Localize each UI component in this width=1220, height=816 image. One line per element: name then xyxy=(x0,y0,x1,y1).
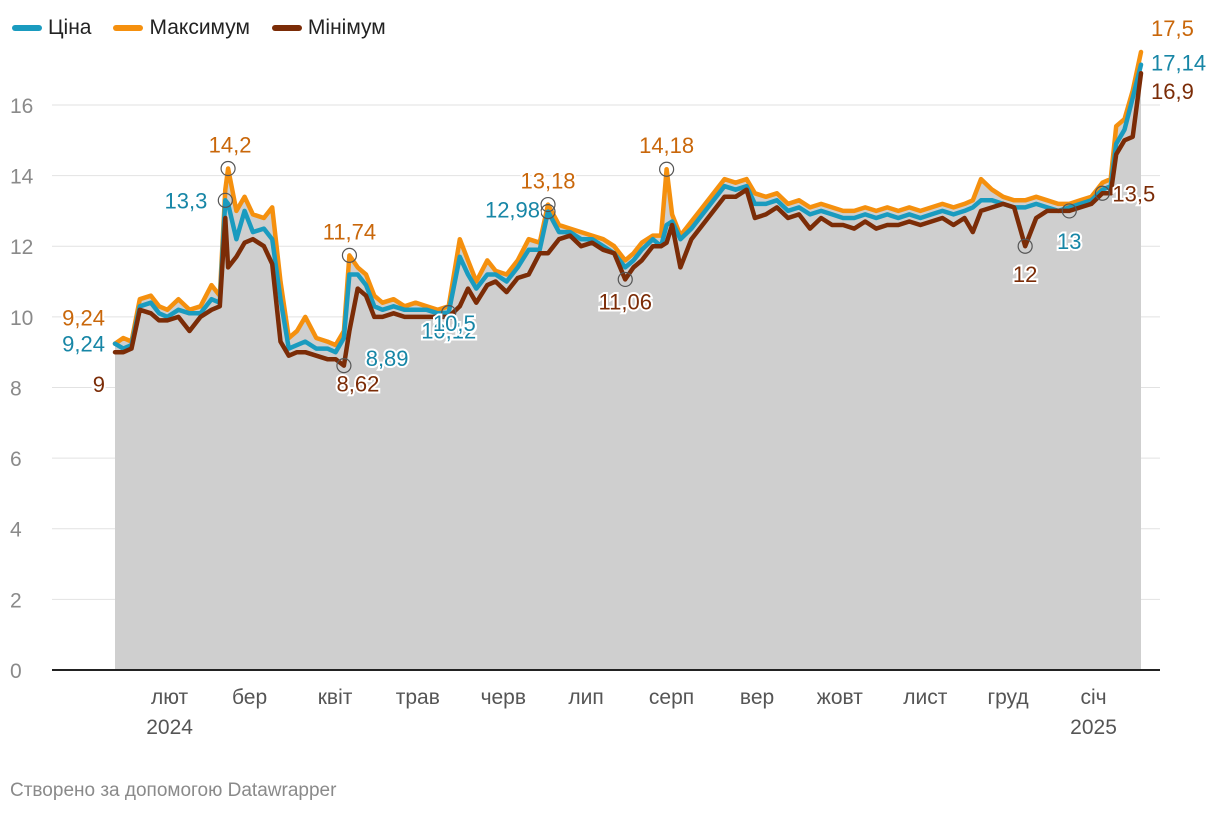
annotation-marker xyxy=(540,196,556,213)
legend-swatch-min xyxy=(271,25,302,31)
x-tick-label: серп xyxy=(649,686,694,709)
annotation-marker xyxy=(659,161,675,177)
annotation-label: 14,18 xyxy=(639,133,694,158)
x-tick-label: трав xyxy=(396,686,440,709)
y-tick-label: 4 xyxy=(10,519,22,542)
annotation-label: 12,98 xyxy=(485,198,540,223)
annotation-label: 13,5 xyxy=(1112,181,1155,206)
annotation-label: 11,06 xyxy=(599,289,652,314)
annotation-label: 13 xyxy=(1057,229,1081,254)
annotation-marker xyxy=(341,247,358,264)
annotation-label: 16,9 xyxy=(1151,79,1194,104)
x-tick-label: лист xyxy=(903,686,947,709)
annotation-label: 17,5 xyxy=(1151,16,1194,41)
annotation-label: 10,12 xyxy=(421,319,476,344)
annotation-label: 9 xyxy=(93,372,105,397)
x-tick-label: лип xyxy=(568,686,603,709)
legend-item-max[interactable]: Максимум xyxy=(113,16,250,40)
annotation-label: 17,14 xyxy=(1151,51,1206,76)
legend-label-price: Ціна xyxy=(48,16,92,39)
x-tick-label: вер xyxy=(740,686,774,709)
x-axis: лют 2024 бер квіт трав черв лип серп вер жовт лист… xyxy=(146,686,1117,739)
legend-swatch-max xyxy=(113,25,144,31)
y-tick-label: 12 xyxy=(10,236,33,259)
area-fill xyxy=(115,52,1141,670)
annotation-label: 11,74 xyxy=(323,219,376,244)
legend-swatch-price xyxy=(12,25,42,31)
annotation-label: 10,5 xyxy=(433,311,476,336)
annotation-label: 9,24 xyxy=(62,306,105,331)
x-tick-label: лют xyxy=(151,686,189,709)
series-line-min xyxy=(112,70,1144,368)
x-tick-label: бер xyxy=(232,686,267,709)
legend-label-min: Мінімум xyxy=(307,16,386,39)
annotation-marker xyxy=(1061,203,1077,219)
annotation-label: 8,89 xyxy=(366,346,409,371)
legend-item-price[interactable]: Ціна xyxy=(12,16,91,40)
area-under-max xyxy=(115,52,1141,670)
legend: Ціна Максимум Мінімум xyxy=(12,16,386,40)
y-tick-label: 6 xyxy=(10,448,22,471)
annotation-label: 9,24 xyxy=(62,332,105,357)
annotation-label: 12 xyxy=(1013,262,1037,287)
annotation-marker xyxy=(1094,185,1110,201)
x-tick-label: груд xyxy=(987,686,1028,709)
y-tick-label: 0 xyxy=(10,660,22,683)
series-line-max xyxy=(112,49,1144,348)
x-tick-label: квіт xyxy=(318,686,353,709)
annotation-marker xyxy=(336,357,352,374)
legend-label-max: Максимум xyxy=(149,16,250,39)
annotation-label: 8,62 xyxy=(337,372,380,397)
annotation-marker xyxy=(617,271,633,288)
annotation-marker xyxy=(540,204,556,220)
y-tick-label: 8 xyxy=(10,377,22,400)
annotation-marker xyxy=(220,160,236,177)
annotation-marker xyxy=(1017,238,1033,254)
x-tick-label: черв xyxy=(481,686,526,709)
y-tick-label: 14 xyxy=(10,166,34,189)
y-tick-label: 2 xyxy=(10,589,22,612)
annotation-marker xyxy=(217,192,233,208)
x-tick-year: 2024 xyxy=(146,716,193,739)
y-axis: 0 2 4 6 8 10 12 14 16 xyxy=(10,95,34,683)
y-tick-label: 16 xyxy=(10,95,33,118)
annotation-label: 13,3 xyxy=(164,188,207,213)
annotation-label: 13,18 xyxy=(520,169,575,194)
y-tick-label: 10 xyxy=(10,307,33,330)
annotation-marker xyxy=(441,305,457,321)
series-lines xyxy=(112,49,1144,368)
x-tick-label: січ xyxy=(1080,686,1106,709)
annotation-label: 14,2 xyxy=(209,133,252,158)
legend-item-min[interactable]: Мінімум xyxy=(271,16,386,40)
x-tick-year: 2025 xyxy=(1070,716,1117,739)
x-tick-label: жовт xyxy=(817,686,863,709)
credit-footer: Створено за допомогою Datawrapper xyxy=(10,780,337,801)
